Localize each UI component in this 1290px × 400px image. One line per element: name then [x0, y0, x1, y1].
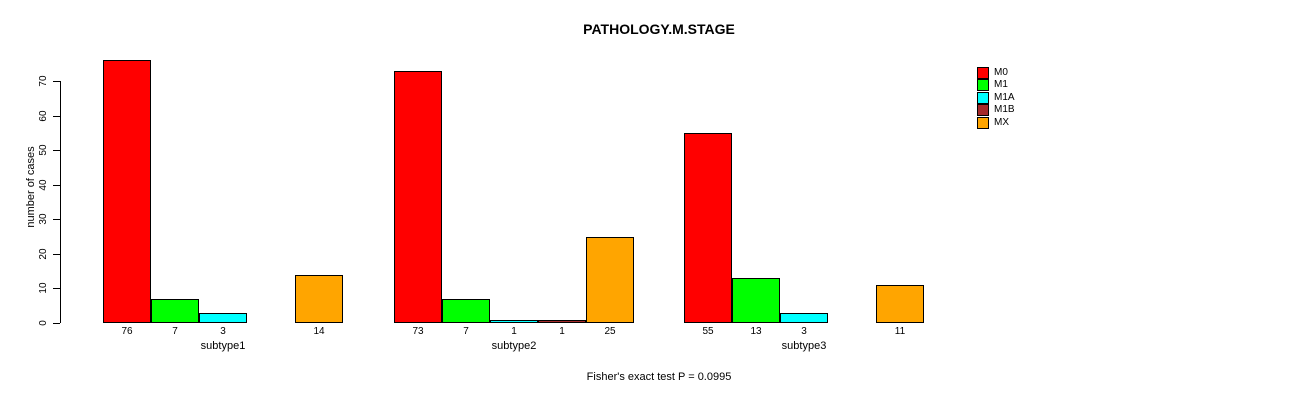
y-tick-label: 70 — [38, 75, 49, 87]
bar — [732, 278, 780, 323]
y-tick — [53, 253, 60, 255]
legend-label: M1B — [994, 104, 1015, 115]
y-tick-label: 30 — [38, 213, 49, 225]
bar-value-label: 13 — [750, 326, 762, 337]
bar — [295, 275, 343, 323]
bar-value-label: 7 — [463, 326, 469, 337]
bar-value-label: 3 — [801, 326, 807, 337]
bar — [876, 285, 924, 323]
legend-swatch — [977, 92, 989, 104]
legend-swatch — [977, 79, 989, 91]
legend-label: MX — [994, 117, 1009, 128]
bar — [394, 71, 442, 323]
bar — [103, 60, 151, 323]
y-axis-line — [60, 81, 61, 323]
y-tick-label: 10 — [38, 282, 49, 294]
bar — [490, 320, 538, 323]
x-group-label: subtype1 — [200, 340, 246, 352]
bar — [586, 237, 634, 323]
x-group-label: subtype3 — [781, 340, 827, 352]
y-tick-label: 0 — [38, 320, 49, 326]
bar — [780, 313, 828, 323]
bar-value-label: 73 — [412, 326, 424, 337]
bar-value-label: 25 — [604, 326, 616, 337]
bar-value-label: 76 — [121, 326, 133, 337]
y-tick-label: 40 — [38, 179, 49, 191]
legend-swatch — [977, 104, 989, 116]
y-tick — [53, 323, 60, 324]
y-tick-label: 60 — [38, 110, 49, 122]
bar-value-label: 1 — [559, 326, 565, 337]
bar — [538, 320, 586, 323]
y-tick-label: 20 — [38, 248, 49, 260]
y-tick — [53, 184, 60, 186]
y-tick — [53, 288, 60, 290]
footer-stat-note: Fisher's exact test P = 0.0995 — [586, 371, 732, 383]
legend-swatch — [977, 67, 989, 79]
y-tick-label: 50 — [38, 144, 49, 156]
x-group-label: subtype2 — [491, 340, 537, 352]
legend-label: M0 — [994, 67, 1008, 78]
bar — [684, 133, 732, 323]
legend-label: M1A — [994, 92, 1015, 103]
bar-value-label: 3 — [220, 326, 226, 337]
legend-label: M1 — [994, 79, 1008, 90]
legend-swatch — [977, 117, 989, 129]
bar — [442, 299, 490, 323]
y-tick — [53, 150, 60, 152]
bar — [199, 313, 247, 323]
bar-value-label: 11 — [894, 326, 906, 337]
y-tick — [53, 115, 60, 117]
bar-value-label: 7 — [172, 326, 178, 337]
bar — [151, 299, 199, 323]
bar-value-label: 14 — [313, 326, 325, 337]
bar-value-label: 55 — [702, 326, 714, 337]
bar-value-label: 1 — [511, 326, 517, 337]
y-tick — [53, 219, 60, 221]
chart-title: PATHOLOGY.M.STAGE — [583, 21, 735, 37]
y-tick — [53, 81, 60, 82]
